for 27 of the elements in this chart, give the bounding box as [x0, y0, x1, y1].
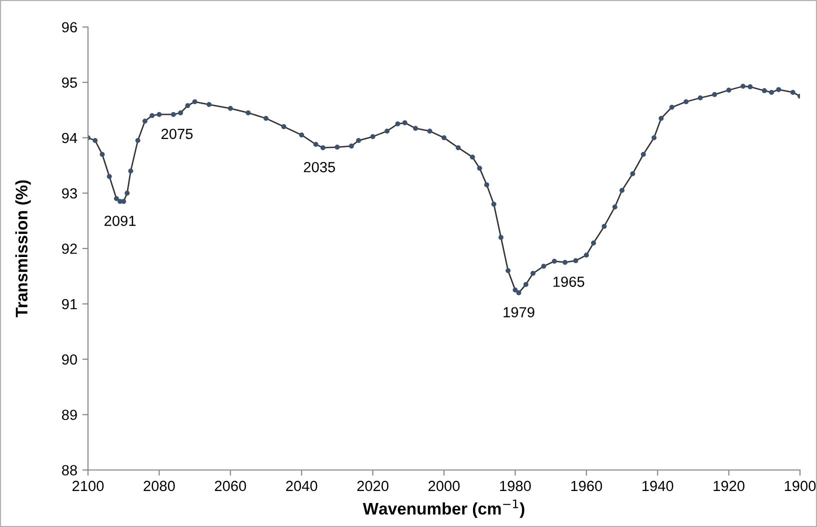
y-tick-label: 89: [62, 410, 77, 420]
annotation: 2075: [162, 128, 193, 140]
annotation: 2035: [304, 162, 336, 172]
x-tick-label: 2100: [72, 480, 104, 492]
y-tick-label: 94: [62, 132, 78, 144]
x-tick-label: 1920: [714, 480, 744, 492]
y-axis-title: Transmission (%): [15, 180, 31, 318]
annotation: 2091: [104, 216, 136, 226]
x-tick-label: 1980: [500, 480, 531, 492]
y-tick-label: 91: [62, 298, 77, 310]
x-tick-label: 2020: [357, 480, 388, 492]
x-axis-title: Wavenumber (cm$^{−1}$): [362, 500, 524, 518]
y-tick-label: 95: [62, 77, 77, 88]
x-tick-label: 1940: [642, 480, 674, 492]
x-tick-label: 2060: [214, 480, 246, 492]
annotation: 1979: [504, 307, 534, 318]
y-tick-label: 93: [62, 188, 77, 199]
y-tick-label: 90: [62, 354, 78, 365]
x-tick-label: 2040: [286, 480, 318, 492]
y-tick-label: 96: [62, 22, 77, 32]
x-tick-label: 1960: [571, 480, 602, 492]
x-tick-label: 1900: [784, 480, 816, 492]
y-tick-label: 92: [62, 244, 77, 254]
y-tick-label: 88: [62, 465, 77, 476]
x-tick-label: 2080: [144, 480, 175, 492]
x-tick-label: 2000: [428, 480, 460, 492]
annotation: 1965: [553, 276, 584, 287]
